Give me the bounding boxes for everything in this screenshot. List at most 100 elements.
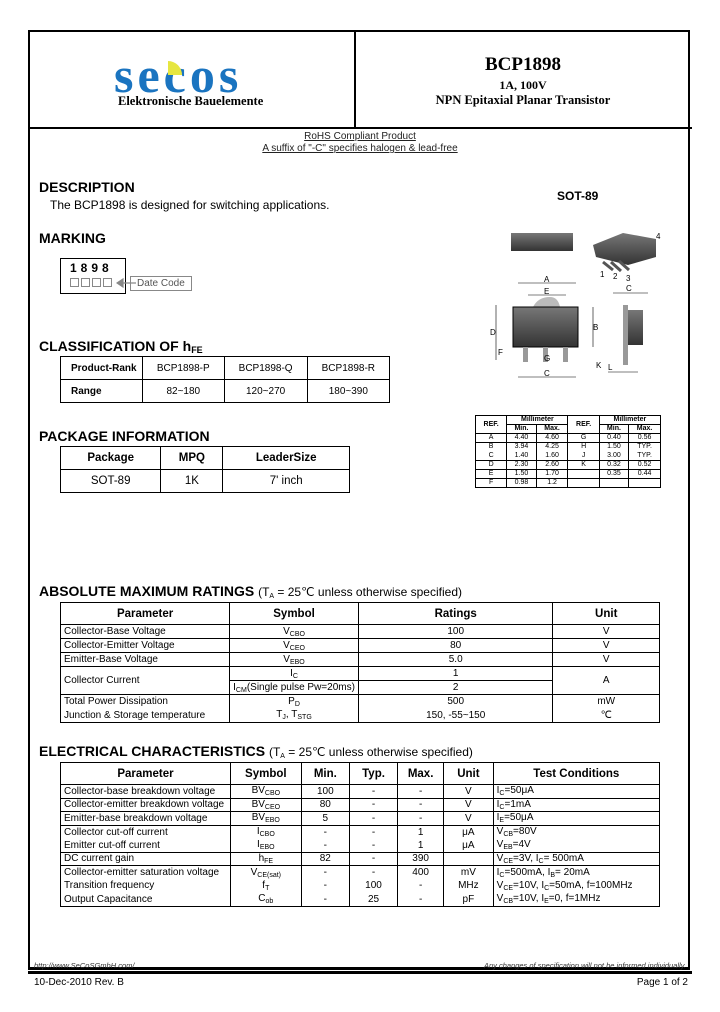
- subscript: J: [282, 714, 286, 722]
- subscript: C: [499, 790, 505, 798]
- date-code-boxes: [70, 278, 112, 287]
- min-cell: -: [300, 879, 350, 893]
- classification-heading-text: CLASSIFICATION OF h: [39, 338, 192, 354]
- min-cell: -: [300, 892, 350, 907]
- column-header: Symbol: [229, 762, 302, 785]
- test-condition-cell: VCE=3V, IC= 500mA: [492, 851, 661, 866]
- subscript: T: [265, 884, 270, 892]
- table-row: REF. Millimeter REF. Millimeter: [474, 415, 662, 434]
- subscript: E: [544, 898, 549, 905]
- abs-max-note: (TA = 25℃ unless otherwise specified): [258, 585, 462, 600]
- table-cell: 1.2: [535, 478, 569, 488]
- symbol-cell: BVEBO: [229, 811, 302, 826]
- rohs-line-1: RoHS Compliant Product: [304, 131, 416, 142]
- symbol-cell: VCEO: [229, 638, 359, 653]
- subscript: EBO: [265, 817, 280, 825]
- column-header: Unit: [552, 602, 660, 625]
- table-cell: A: [474, 433, 508, 443]
- max-cell: -: [397, 811, 445, 826]
- table-cell: [628, 478, 661, 488]
- max-cell: 400: [397, 865, 445, 879]
- table-row: Collector-Emitter Voltage VCEO 80 V: [59, 638, 660, 653]
- table-cell: BCP1898-Q: [223, 356, 308, 380]
- subscript: EBO: [259, 844, 275, 851]
- electrical-heading: ELECTRICAL CHARACTERISTICS (TA = 25℃ unl…: [39, 743, 473, 760]
- table-row: B 3.94 4.25 H 1.50 TYP.: [474, 442, 661, 452]
- table-row: DC current gain hFE 82-390 VCE=3V, IC= 500m…: [60, 851, 661, 866]
- svg-text:A: A: [544, 275, 550, 284]
- table-row: Transition frequency fT -100- MHz VCE=10V, I…: [60, 879, 661, 893]
- table-cell: K: [567, 460, 600, 470]
- table-row: Output Capacitance Cob -25- pF VCB=10V, IE=0…: [60, 892, 661, 907]
- marking-heading: MARKING: [39, 230, 106, 246]
- table-row: Collector cut-off current ICBO - -1 μA VCB=80…: [60, 824, 661, 839]
- table-row: Emitter-base breakdown voltage BVEBO 5- - V I…: [60, 811, 661, 826]
- typ-cell: -: [348, 811, 399, 826]
- table-cell: 0.44: [628, 469, 661, 479]
- table-cell: 2.60: [535, 460, 569, 470]
- marking-box: 1898: [60, 258, 126, 294]
- subscript: A: [269, 593, 275, 600]
- subscript: CBO: [259, 831, 275, 838]
- svg-text:D: D: [490, 328, 496, 337]
- footer-url[interactable]: http://www.SeCoSGmbH.com/: [34, 961, 135, 970]
- svg-text:G: G: [544, 354, 550, 363]
- parameter-cell: Junction & Storage temperature: [59, 708, 231, 723]
- table-cell: B: [474, 442, 508, 452]
- table-cell: J: [567, 451, 600, 461]
- column-header-ref: REF.: [474, 415, 508, 434]
- min-cell: 100: [300, 784, 350, 799]
- parameter-cell: Collector-emitter breakdown voltage: [60, 797, 231, 812]
- column-header: Min.: [506, 424, 537, 434]
- table-cell: 3.94: [506, 442, 537, 452]
- table-row: E 1.50 1.70 0.35 0.44: [474, 469, 661, 479]
- svg-text:K: K: [596, 361, 602, 370]
- column-header: Min.: [300, 762, 350, 785]
- rating-cell: 5.0: [357, 652, 554, 667]
- test-condition-cell: IE=50μA: [492, 811, 661, 826]
- table-cell: C: [474, 451, 508, 461]
- subscript: C: [544, 884, 550, 892]
- column-header: Test Conditions: [492, 762, 661, 785]
- column-header: Max.: [628, 424, 661, 434]
- header-divider: [28, 127, 692, 129]
- table-cell: 0.52: [628, 460, 661, 470]
- subscript: C: [499, 871, 505, 879]
- dimension-table: REF. Millimeter REF. Millimeter Min. Max. Min.…: [474, 415, 662, 488]
- parameter-cell: Collector cut-off current: [60, 824, 231, 839]
- classification-table: Product-Rank BCP1898-P BCP1898-Q BCP1898-R R…: [60, 356, 391, 403]
- table-cell: 0.56: [628, 433, 661, 443]
- svg-text:2: 2: [613, 272, 618, 281]
- table-cell: F: [474, 478, 508, 488]
- symbol-cell: IC: [229, 666, 359, 681]
- table-row: SOT-89 1K 7' inch: [59, 469, 350, 493]
- table-row: Junction & Storage temperature TJ, TSTG 15…: [59, 708, 660, 723]
- column-header: Typ.: [348, 762, 399, 785]
- parameter-cell: Emitter-Base Voltage: [59, 652, 231, 667]
- table-row: Collector Current IC 1 A: [59, 666, 660, 695]
- typ-cell: 25: [348, 892, 399, 907]
- part-number: BCP1898: [485, 54, 561, 75]
- subscript: CBO: [264, 790, 281, 798]
- subscript: C: [538, 857, 544, 865]
- svg-text:L: L: [608, 363, 613, 372]
- table-row: A 4.40 4.60 G 0.40 0.56: [474, 433, 661, 443]
- test-condition-cell: VEB=4V: [492, 838, 661, 853]
- unit-cell: mW: [552, 694, 660, 709]
- abs-max-table: Parameter Symbol Ratings Unit Collector-Base…: [59, 602, 660, 723]
- abs-max-heading: ABSOLUTE MAXIMUM RATINGS (TA = 25℃ unles…: [39, 583, 462, 600]
- symbol-cell: hFE: [229, 851, 302, 866]
- table-row: Parameter Symbol Min. Typ. Max. Unit Test Cond…: [60, 762, 661, 785]
- table-cell: SOT-89: [59, 469, 162, 493]
- test-condition-cell: IC=50μA: [492, 784, 661, 799]
- symbol-cell: BVCBO: [229, 784, 302, 799]
- secos-logo: secos: [114, 55, 238, 97]
- package-info-table: Package MPQ LeaderSize SOT-89 1K 7' inch: [59, 446, 350, 493]
- unit-cell: V: [443, 797, 494, 812]
- subscript: B: [550, 871, 556, 879]
- table-row: Range 82~180 120~270 180~390: [60, 379, 391, 403]
- test-condition-cell: VCB=80V: [492, 824, 661, 839]
- table-cell: 120~270: [223, 379, 308, 403]
- table-cell: 1K: [160, 469, 224, 493]
